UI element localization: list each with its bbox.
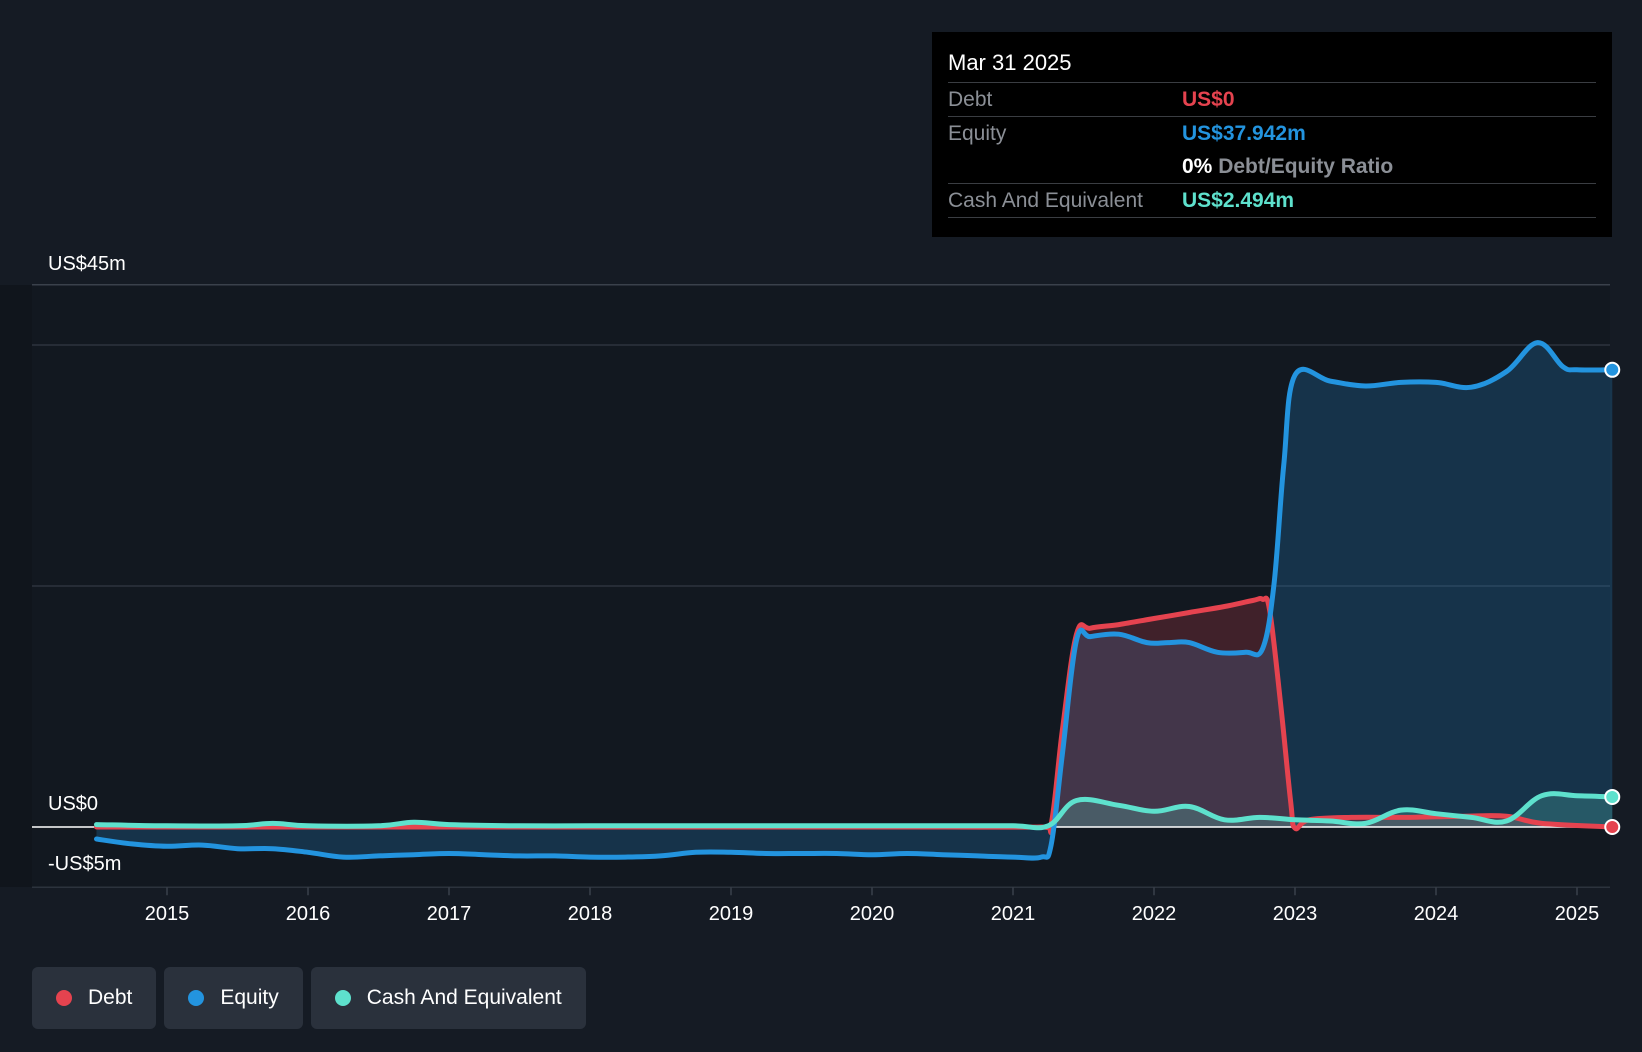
end-marker-equity [1604, 361, 1621, 378]
tooltip-equity-label: Equity [948, 122, 1007, 145]
legend-item-cash[interactable]: Cash And Equivalent [310, 967, 586, 1029]
x-tick-label-2024: 2024 [1414, 903, 1459, 925]
x-tick-label-2025: 2025 [1555, 903, 1600, 925]
y-tick-bottom: -US$5m [48, 853, 121, 875]
x-tick-label-2016: 2016 [286, 903, 331, 925]
tooltip-cash-value: US$2.494m [1182, 189, 1295, 212]
tooltip-row-ratio: 0% Debt/Equity Ratio [948, 150, 1596, 183]
grid-lines [32, 284, 1610, 888]
x-tick-label-2019: 2019 [709, 903, 754, 925]
x-tick-label-2021: 2021 [991, 903, 1036, 925]
legend-label-equity: Equity [220, 986, 279, 1009]
x-tick-label-2018: 2018 [568, 903, 613, 925]
end-marker-cash-and-equivalent [1604, 788, 1621, 805]
series-end-markers [1604, 361, 1621, 835]
tooltip-ratio-value: 0% [1182, 155, 1213, 178]
tooltip-row-cash: Cash And Equivalent US$2.494m [948, 183, 1596, 218]
legend-dot-debt [56, 990, 72, 1006]
tooltip-panel: Mar 31 2025 Debt US$0 Equity US$37.942m … [932, 32, 1612, 237]
x-tick-label-2023: 2023 [1273, 903, 1318, 925]
area-debt [96, 598, 1613, 833]
end-marker-debt [1604, 819, 1621, 835]
tooltip-ratio-label: Debt/Equity Ratio [1218, 155, 1394, 178]
area-cash-and-equivalent [96, 793, 1613, 828]
legend-item-debt[interactable]: Debt [32, 967, 157, 1029]
area-equity [96, 342, 1613, 859]
line-cash-and-equivalent [94, 791, 1615, 831]
legend-dot-cash [334, 990, 351, 1006]
tooltip-date: Mar 31 2025 [948, 50, 1072, 75]
x-tick-label-2022: 2022 [1132, 903, 1177, 925]
legend: Debt Equity Cash And Equivalent [32, 967, 586, 1029]
y-tick-top: US$45m [48, 253, 126, 275]
legend-label-debt: Debt [88, 986, 133, 1009]
tooltip-row-debt: Debt US$0 [948, 82, 1596, 116]
tooltip-cash-label: Cash And Equivalent [948, 189, 1143, 212]
series-areas [96, 342, 1613, 859]
line-equity [94, 340, 1615, 861]
tooltip-debt-label: Debt [948, 88, 993, 111]
legend-dot-equity [188, 990, 205, 1006]
y-tick-zero: US$0 [48, 793, 98, 815]
tooltip-ratio: 0% Debt/Equity Ratio [1182, 150, 1393, 183]
x-tick-label-2017: 2017 [427, 903, 472, 925]
x-tick-label-2015: 2015 [145, 903, 190, 925]
series-lines [32, 340, 1615, 861]
tooltip-equity-value: US$37.942m [1182, 122, 1306, 145]
legend-label-cash: Cash And Equivalent [366, 986, 562, 1009]
x-tick-label-2020: 2020 [850, 903, 895, 925]
x-axis-ticks: 2015 2016 2017 2018 2019 2020 2021 2022 2023 2024… [145, 887, 1600, 925]
legend-item-equity[interactable]: Equity [164, 967, 303, 1029]
tooltip-debt-value: US$0 [1182, 88, 1235, 111]
tooltip-row-equity: Equity US$37.942m [948, 116, 1596, 150]
